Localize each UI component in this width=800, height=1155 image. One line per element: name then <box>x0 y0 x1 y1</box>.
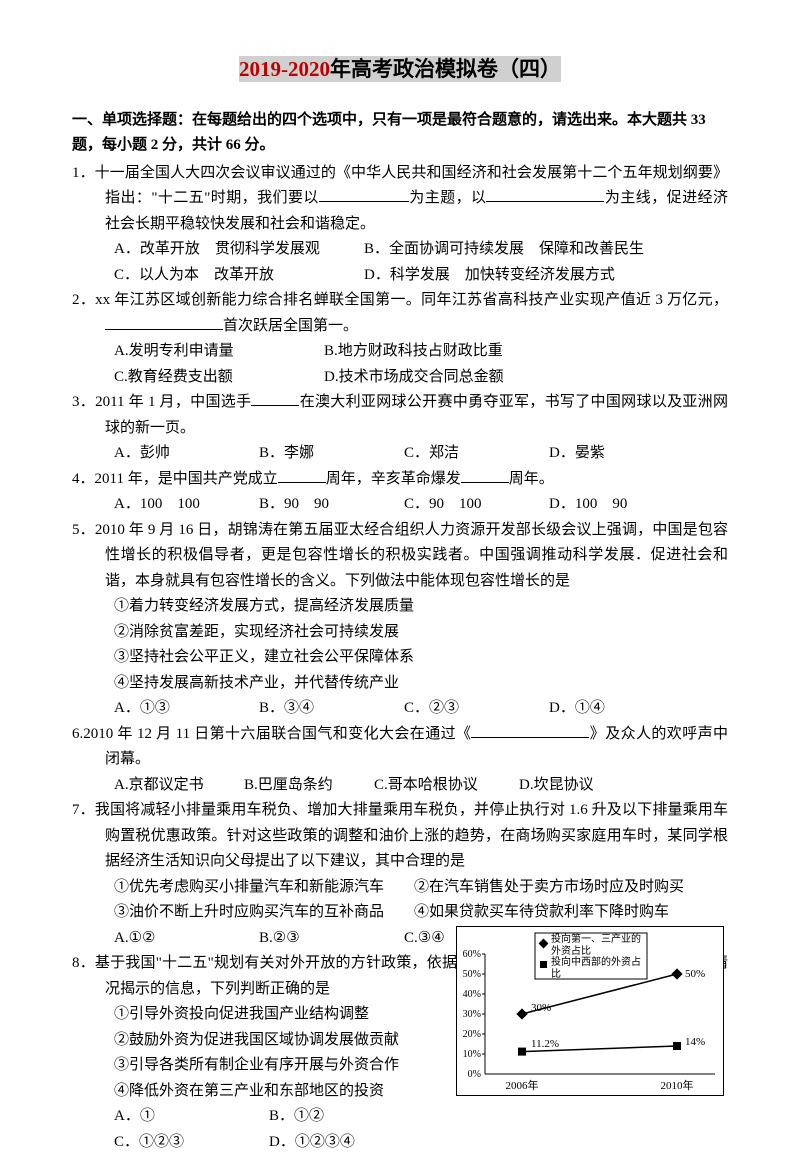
chart-label-14: 14% <box>685 1036 705 1048</box>
section-heading: 一、单项选择题：在每题给出的四个选项中，只有一项是最符合题意的，请选出来。本大题… <box>72 108 728 159</box>
q5-opt-d: D．①④ <box>549 696 605 722</box>
title-red: 2019-2020 <box>239 56 330 82</box>
q4-stem-a: 4．2011 年，是中国共产党成立 <box>72 471 278 487</box>
q7-item-2: ②在汽车销售处于卖方市场时应及时购买 <box>414 875 684 901</box>
blank <box>486 187 604 202</box>
q8-item-1: ①引导外资投向促进我国产业结构调整 <box>114 1002 412 1028</box>
ytick-3: 30% <box>463 1009 481 1020</box>
q7-item-1: ①优先考虑购买小排量汽车和新能源汽车 <box>114 875 414 901</box>
q8-opt-a: A．① <box>114 1104 269 1130</box>
q8-opt-b: B．①② <box>269 1104 324 1130</box>
ytick-2: 20% <box>463 1029 481 1040</box>
legend-2: 投向中西部的外资占比 <box>551 957 643 980</box>
blank <box>471 723 589 738</box>
q6-stem-a: 6.2010 年 12 月 11 日第十六届联合国气和变化大会在通过《 <box>72 726 471 742</box>
legend-1: 投向第一、三产业的外资占比 <box>551 934 643 957</box>
q4-opt-c: C．90 100 <box>404 492 549 518</box>
q6-opt-a: A.京都议定书 <box>114 773 244 799</box>
q2-opt-d: D.技术市场成交合同总金额 <box>324 365 504 391</box>
q2-stem-b: 首次跃居全国第一。 <box>223 318 358 334</box>
ytick-1: 10% <box>463 1049 481 1060</box>
q1-opt-c: C．以人为本 改革开放 <box>114 263 364 289</box>
page-title: 2019-2020年高考政治模拟卷（四） <box>72 52 728 88</box>
q5-item-3: ③坚持社会公平正义，建立社会公平保障体系 <box>114 645 728 671</box>
q6-opt-b: B.巴厘岛条约 <box>244 773 374 799</box>
q5-item-1: ①着力转变经济发展方式，提高经济发展质量 <box>114 594 728 620</box>
q1-opt-d: D．科学发展 加快转变经济发展方式 <box>364 263 615 289</box>
q2-opt-c: C.教育经费支出额 <box>114 365 324 391</box>
q2-opt-b: B.地方财政科技占财政比重 <box>324 339 503 365</box>
question-5: 5．2010 年 9 月 16 日，胡锦涛在第五届亚太经合组织人力资源开发部长级… <box>72 518 728 722</box>
xtick-0: 2006年 <box>506 1078 539 1092</box>
q7-opt-b: B.②③ <box>259 926 404 952</box>
question-3: 3．2011 年 1 月，中国选手在澳大利亚网球公开赛中勇夺亚军，书写了中国网球… <box>72 390 728 467</box>
title-black: 年高考政治模拟卷（四） <box>330 56 561 82</box>
blank <box>251 391 299 406</box>
q5-item-2: ②消除贫富差距，实现经济社会可持续发展 <box>114 620 728 646</box>
q7-item-4: ④如果贷款买车待贷款利率下降时购车 <box>414 900 669 926</box>
chart-label-112: 11.2% <box>531 1038 559 1050</box>
q5-opt-b: B．③④ <box>259 696 404 722</box>
q5-stem: 5．2010 年 9 月 16 日，胡锦涛在第五届亚太经合组织人力资源开发部长级… <box>72 518 728 595</box>
ytick-4: 40% <box>463 989 481 1000</box>
q3-opt-c: C．郑洁 <box>404 441 549 467</box>
chart-label-50: 50% <box>685 968 705 980</box>
question-2: 2．xx 年江苏区域创新能力综合排名蝉联全国第一。同年江苏省高科技产业实现产值近… <box>72 288 728 390</box>
q7-item-3: ③油价不断上升时应购买汽车的互补商品 <box>114 900 414 926</box>
q7-opt-a: A.①② <box>114 926 259 952</box>
q3-opt-d: D．晏紫 <box>549 441 605 467</box>
q1-opt-b: B．全面协调可持续发展 保障和改善民生 <box>364 237 644 263</box>
question-1: 1．十一届全国人大四次会议审议通过的《中华人民共和国经济和社会发展第十二个五年规… <box>72 161 728 289</box>
q6-opt-d: D.坎昆协议 <box>519 773 594 799</box>
q2-stem-a: 2．xx 年江苏区域创新能力综合排名蝉联全国第一。同年江苏省高科技产业实现产值近… <box>72 292 728 308</box>
blank <box>278 468 326 483</box>
blank <box>105 315 223 330</box>
ytick-6: 60% <box>463 949 481 960</box>
q8-item-3: ③引导各类所有制企业有序开展与外资合作 <box>114 1053 412 1079</box>
q8-item-2: ②鼓励外资为促进我国区域协调发展做贡献 <box>114 1028 412 1054</box>
q5-item-4: ④坚持发展高新技术产业，并代替传统产业 <box>114 671 728 697</box>
q4-stem-b: 周年，辛亥革命爆发 <box>326 471 461 487</box>
q4-opt-a: A．100 100 <box>114 492 259 518</box>
ytick-0: 0% <box>468 1069 481 1080</box>
q8-item-4: ④降低外资在第三产业和东部地区的投资 <box>114 1079 412 1105</box>
q8-opt-c: C．①②③ <box>114 1130 269 1155</box>
question-6: 6.2010 年 12 月 11 日第十六届联合国气和变化大会在通过《》及众人的… <box>72 722 728 799</box>
q8-opt-d: D．①②③④ <box>269 1130 355 1155</box>
q3-opt-b: B．李娜 <box>259 441 404 467</box>
blank <box>319 187 409 202</box>
xtick-1: 2010年 <box>661 1078 694 1092</box>
ytick-5: 50% <box>463 969 481 980</box>
q1-opt-a: A．改革开放 贯彻科学发展观 <box>114 237 364 263</box>
q3-opt-a: A．彭帅 <box>114 441 259 467</box>
q2-opt-a: A.发明专利申请量 <box>114 339 324 365</box>
question-4: 4．2011 年，是中国共产党成立周年，辛亥革命爆发周年。 A．100 100 … <box>72 467 728 518</box>
q3-stem-a: 3．2011 年 1 月，中国选手 <box>72 394 251 410</box>
q8-chart: 0% 10% 20% 30% 40% 50% 60% 30% 50% 11.2%… <box>456 926 724 1096</box>
blank <box>461 468 509 483</box>
q4-opt-d: D．100 90 <box>549 492 627 518</box>
q4-stem-c: 周年。 <box>509 471 554 487</box>
q5-opt-a: A．①③ <box>114 696 259 722</box>
q5-opt-c: C．②③ <box>404 696 549 722</box>
q6-opt-c: C.哥本哈根协议 <box>374 773 519 799</box>
chart-label-30: 30% <box>531 1002 551 1014</box>
q1-stem-b: 为主题，以 <box>409 190 487 206</box>
q7-stem: 7．我国将减轻小排量乘用车税负、增加大排量乘用车税负，并停止执行对 1.6 升及… <box>72 798 728 875</box>
q4-opt-b: B．90 90 <box>259 492 404 518</box>
